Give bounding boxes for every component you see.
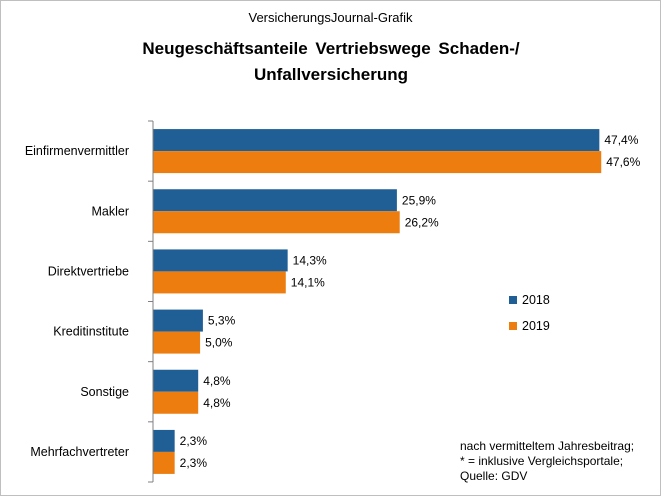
bar-2018 xyxy=(153,249,288,272)
data-label-2019: 47,6% xyxy=(606,155,640,169)
chart-source: VersicherungsJournal-Grafik xyxy=(248,10,413,25)
bar-2019 xyxy=(153,331,201,354)
bar-2018 xyxy=(153,369,199,392)
data-label-2018: 14,3% xyxy=(293,253,327,267)
chart-title-line-2: Unfallversicherung xyxy=(254,65,408,84)
data-label-2018: 5,3% xyxy=(208,314,236,328)
chart-title: Neugeschäftsanteile Vertriebswege Schade… xyxy=(61,36,601,88)
data-label-2019: 5,0% xyxy=(205,336,233,350)
data-label-2018: 2,3% xyxy=(180,434,208,448)
data-label-2019: 14,1% xyxy=(291,275,325,289)
bar-2018 xyxy=(153,429,175,452)
legend-swatch-2019 xyxy=(509,322,517,330)
data-label-2019: 26,2% xyxy=(405,215,439,229)
category-label: Direktvertriebe xyxy=(48,264,129,278)
bar-2019 xyxy=(153,391,199,414)
footnote: nach vermitteltem Jahresbeitrag; * = ink… xyxy=(460,439,634,484)
category-label: Einfirmenvermittler xyxy=(25,144,129,158)
category-label: Kreditinstitute xyxy=(53,325,129,339)
data-label-2019: 4,8% xyxy=(203,396,231,410)
bar-2018 xyxy=(153,309,203,332)
bar-2019 xyxy=(153,211,400,234)
chart-title-line-1: Neugeschäftsanteile Vertriebswege Schade… xyxy=(142,39,520,58)
bar-2019 xyxy=(153,271,286,294)
bar-2019 xyxy=(153,451,175,474)
category-label: Sonstige xyxy=(80,385,129,399)
bar-2018 xyxy=(153,129,600,152)
data-label-2018: 25,9% xyxy=(402,193,436,207)
legend-item-2018: 2018 xyxy=(509,293,550,307)
legend-label-2019: 2019 xyxy=(522,319,550,333)
footnote-line-2: * = inklusive Vergleichsportale; xyxy=(460,454,624,468)
legend-label-2018: 2018 xyxy=(522,293,550,307)
data-label-2018: 4,8% xyxy=(203,374,231,388)
data-label-2018: 47,4% xyxy=(604,133,638,147)
footnote-line-1: nach vermitteltem Jahresbeitrag; xyxy=(460,439,635,453)
category-label: Makler xyxy=(91,204,129,218)
legend-swatch-2018 xyxy=(509,296,517,304)
data-label-2019: 2,3% xyxy=(180,456,208,470)
bar-2018 xyxy=(153,189,397,212)
bar-2019 xyxy=(153,151,602,174)
legend-item-2019: 2019 xyxy=(509,319,550,333)
category-label: Mehrfachvertreter xyxy=(30,445,129,459)
footnote-line-3: Quelle: GDV xyxy=(460,469,528,483)
